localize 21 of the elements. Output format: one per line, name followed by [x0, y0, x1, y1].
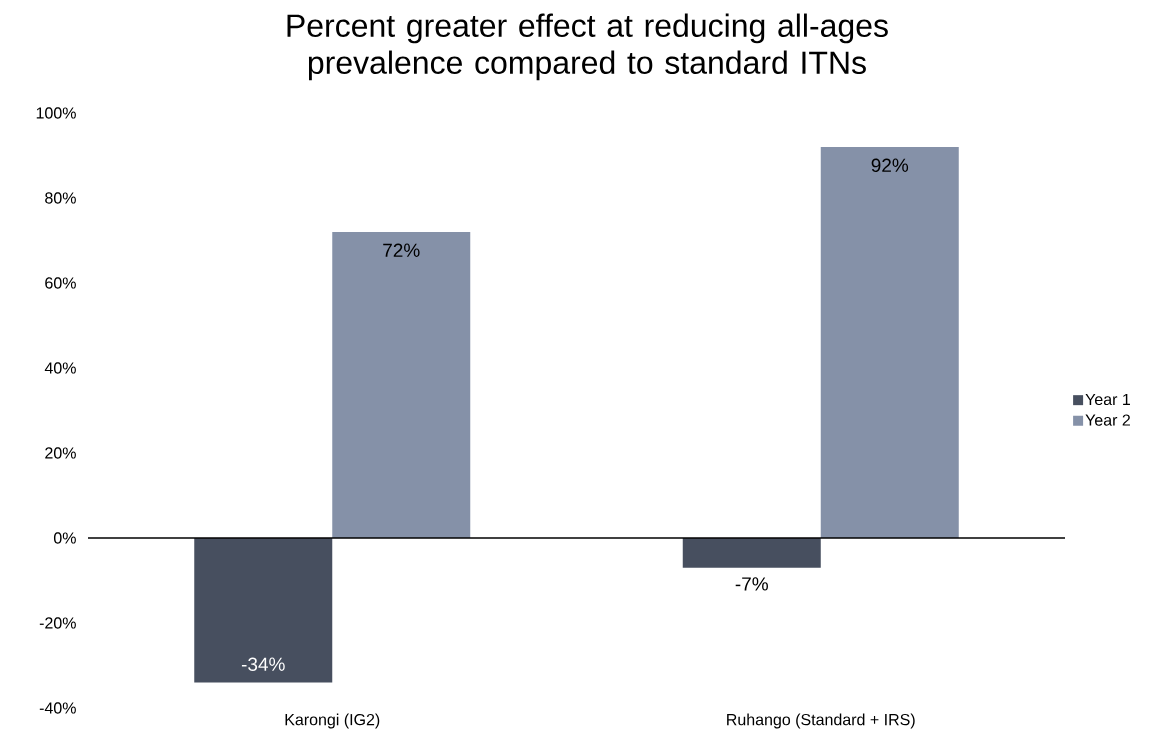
y-tick-label: -40% — [39, 702, 76, 714]
data-label: -7% — [735, 577, 768, 591]
data-label: 92% — [871, 158, 909, 172]
x-tick-label: Ruhango (Standard + IRS) — [727, 713, 915, 729]
chart-title: Percent greater effect at reducing all-ages prevalence compared to standard ITNs — [287, 13, 888, 81]
legend-label: Year 2 — [1085, 414, 1130, 426]
y-tick-label: -20% — [39, 617, 76, 629]
bar — [820, 146, 959, 538]
x-tick-label: Karongi (IG2) — [285, 713, 380, 729]
bar — [332, 231, 471, 538]
bar — [194, 538, 333, 683]
bar — [682, 538, 821, 568]
y-tick-label: 40% — [44, 362, 76, 374]
y-tick-label: 80% — [45, 192, 76, 204]
y-tick-label: 100% — [36, 107, 76, 119]
y-tick-label: 0% — [53, 532, 76, 544]
y-tick-label: 20% — [45, 447, 76, 459]
y-tick-label: 60% — [45, 277, 76, 289]
data-label: -34% — [241, 657, 285, 671]
data-label: 72% — [383, 243, 420, 257]
legend-label: Year 1 — [1085, 393, 1130, 406]
